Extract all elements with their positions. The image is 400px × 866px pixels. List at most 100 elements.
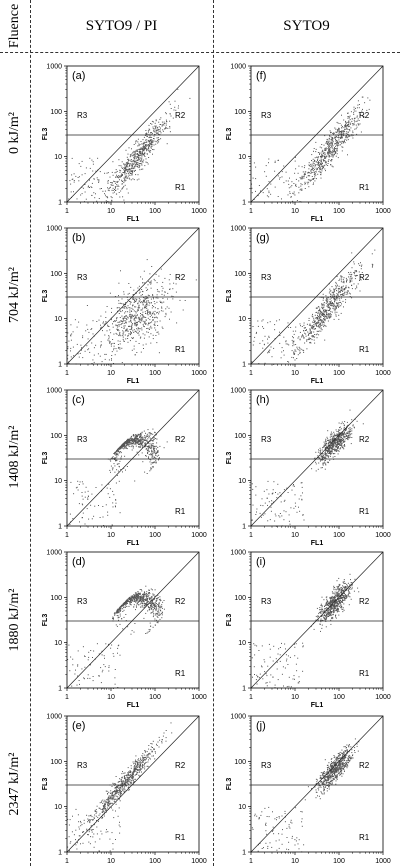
data-point: [316, 337, 318, 339]
data-point: [116, 328, 118, 330]
data-point: [349, 123, 351, 125]
data-point: [133, 766, 135, 768]
y-tick-label: 10: [54, 804, 62, 811]
data-point: [84, 656, 86, 657]
data-point: [126, 600, 128, 602]
data-point: [132, 596, 134, 598]
data-point: [101, 816, 103, 818]
data-point: [152, 437, 154, 439]
data-point: [281, 347, 283, 349]
data-point: [132, 163, 134, 165]
data-point: [304, 183, 306, 185]
data-point: [149, 753, 151, 755]
data-point: [123, 317, 124, 319]
data-point: [351, 284, 353, 286]
data-point: [139, 446, 141, 448]
data-point: [127, 443, 129, 445]
data-point: [154, 448, 156, 449]
data-point: [125, 177, 127, 179]
data-point: [147, 765, 149, 767]
y-tick-label: 100: [50, 759, 62, 766]
data-point: [155, 606, 157, 608]
data-point: [107, 800, 109, 802]
data-point: [88, 185, 89, 187]
data-point: [146, 328, 148, 329]
data-point: [121, 166, 123, 168]
data-point: [302, 177, 304, 179]
data-point: [159, 606, 161, 608]
data-point: [93, 824, 95, 826]
data-point: [124, 172, 126, 173]
data-point: [118, 176, 120, 178]
data-point: [156, 599, 158, 601]
data-point: [157, 594, 159, 596]
data-point: [151, 327, 153, 329]
data-point: [158, 311, 160, 313]
data-point: [150, 333, 152, 335]
data-point: [142, 139, 144, 141]
data-point: [144, 305, 146, 307]
data-point: [144, 437, 146, 439]
data-point: [126, 306, 128, 308]
data-point: [344, 126, 346, 127]
data-point: [332, 137, 334, 139]
data-point: [292, 200, 294, 202]
data-point: [137, 309, 139, 311]
data-point: [124, 780, 126, 782]
data-point: [102, 809, 103, 811]
data-point: [140, 351, 142, 353]
data-point: [67, 346, 69, 348]
data-point: [142, 161, 144, 163]
data-point: [121, 793, 123, 795]
data-point: [268, 337, 270, 338]
data-point: [142, 593, 144, 595]
data-point: [121, 187, 123, 189]
data-point: [345, 137, 347, 139]
data-point: [116, 186, 118, 187]
data-point: [146, 145, 148, 147]
data-point: [122, 604, 124, 606]
data-point: [83, 831, 85, 833]
data-point: [142, 761, 144, 763]
data-point: [342, 141, 344, 142]
data-point: [160, 607, 162, 608]
data-point: [130, 316, 132, 318]
data-point: [308, 168, 310, 170]
data-point: [312, 158, 314, 160]
data-point: [145, 439, 147, 441]
data-point: [67, 332, 69, 334]
data-point: [140, 148, 142, 150]
data-point: [334, 148, 336, 149]
data-point: [113, 349, 115, 351]
data-point: [123, 199, 125, 201]
data-point: [140, 757, 141, 759]
data-point: [106, 330, 108, 332]
data-point: [143, 320, 145, 322]
data-point: [123, 167, 125, 169]
y-tick-label: 10: [54, 316, 62, 323]
data-point: [177, 88, 179, 90]
data-point: [76, 848, 78, 850]
data-point: [314, 314, 316, 316]
data-point: [157, 297, 159, 299]
data-point: [138, 434, 140, 436]
data-point: [153, 140, 155, 142]
data-point: [112, 469, 114, 471]
data-point: [116, 451, 118, 453]
data-point: [149, 313, 151, 315]
data-point: [298, 180, 300, 182]
data-point: [133, 170, 135, 172]
data-point: [136, 761, 138, 763]
data-point: [80, 825, 82, 827]
data-point: [135, 292, 137, 294]
data-point: [126, 166, 127, 168]
data-point: [338, 305, 340, 307]
data-point: [320, 173, 322, 175]
data-point: [341, 127, 343, 129]
data-point: [114, 172, 116, 174]
y-tick-label: 1: [58, 362, 62, 369]
data-point: [303, 351, 305, 353]
data-point: [121, 445, 122, 447]
data-point: [110, 196, 112, 198]
data-point: [155, 143, 157, 145]
